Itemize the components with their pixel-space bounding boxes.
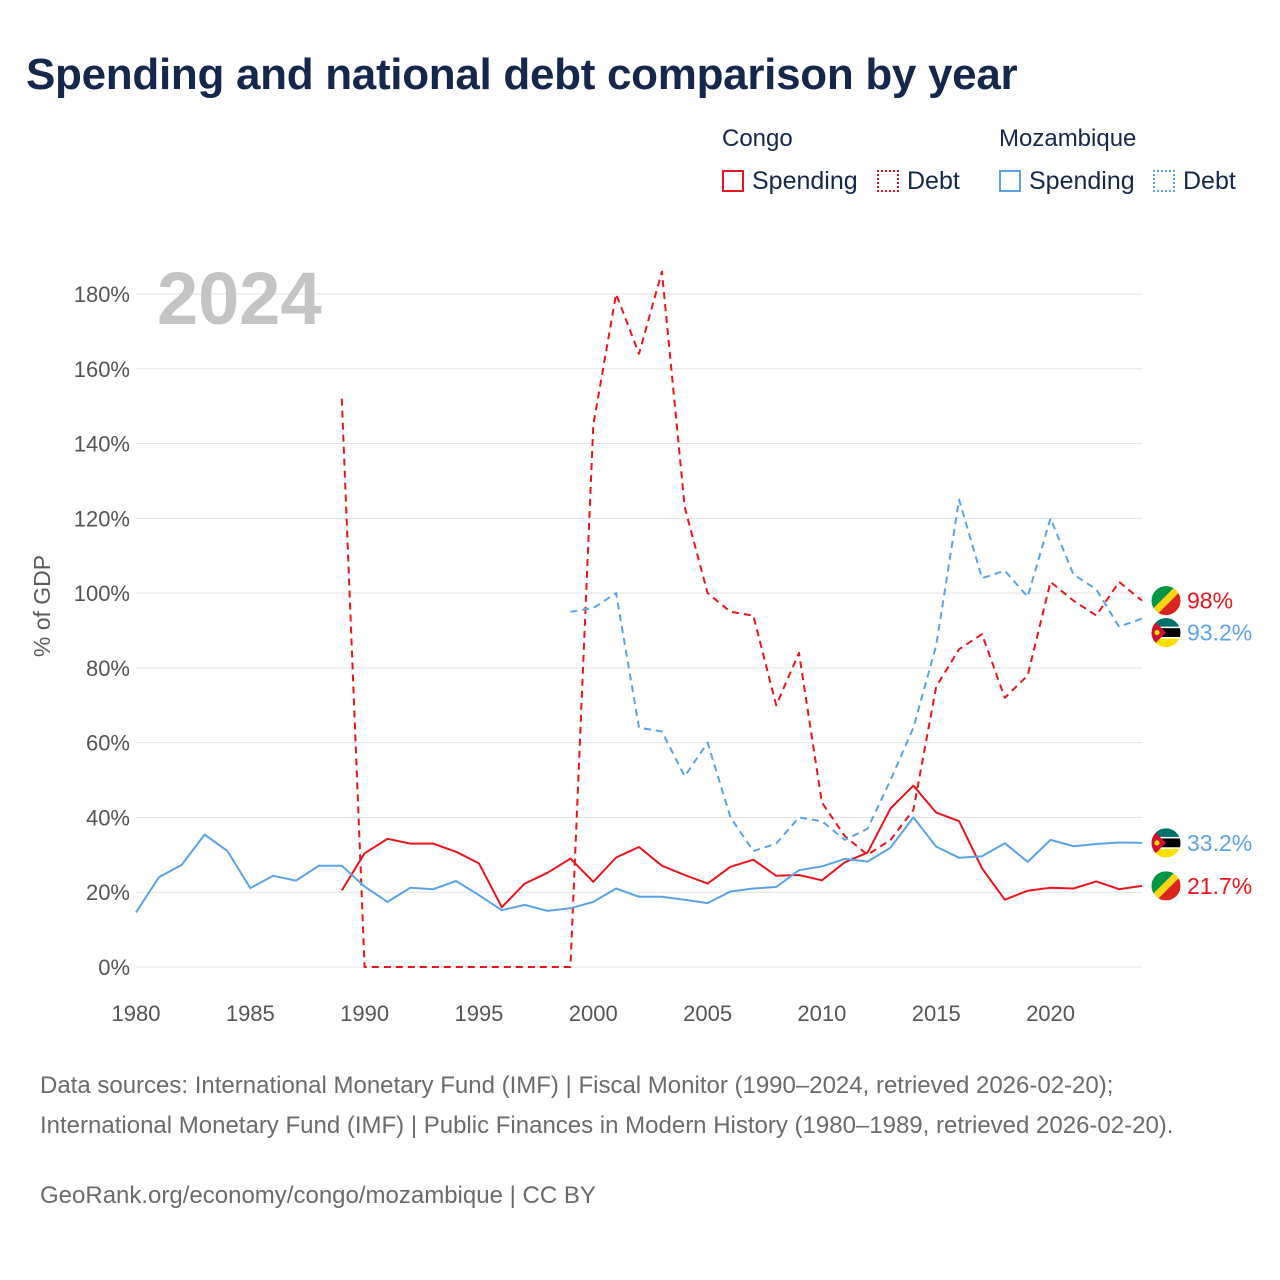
- legend-swatch-mozambique-spending: [999, 170, 1021, 192]
- end-label-congo-spending: 21.7%: [1187, 873, 1252, 899]
- end-label-congo-debt: 98%: [1187, 588, 1233, 614]
- legend-label-congo-spending: Spending: [752, 166, 858, 195]
- legend-group-congo: Congo: [722, 125, 793, 152]
- year-watermark: 2024: [157, 257, 322, 340]
- flag-mozambique-icon: [1150, 617, 1182, 649]
- chart-title: Spending and national debt comparison by…: [26, 50, 1018, 99]
- footer-sources: Data sources: International Monetary Fun…: [40, 1072, 1174, 1139]
- y-tick-label: 80%: [86, 656, 130, 681]
- y-tick-labels: 0% 20% 40% 60% 80% 100% 120% 140% 160% 180%: [74, 282, 130, 980]
- end-label-mozambique-debt: 93.2%: [1187, 620, 1252, 646]
- y-tick-label: 0%: [98, 955, 130, 980]
- series-line-mozambique-spending[interactable]: [135, 816, 1143, 913]
- y-tick-label: 140%: [74, 432, 130, 457]
- y-tick-label: 40%: [86, 805, 130, 830]
- x-tick-label: 2000: [569, 1001, 618, 1026]
- legend-swatch-mozambique-debt: [1153, 170, 1175, 192]
- end-markers: 98% 93.2% 33.2% 21.7%: [1150, 585, 1252, 902]
- legend-label-mozambique-spending: Spending: [1029, 166, 1135, 195]
- flag-congo-icon: [1150, 870, 1182, 902]
- x-tick-label: 2020: [1026, 1001, 1075, 1026]
- y-tick-label: 180%: [74, 282, 130, 307]
- legend-group-mozambique: Mozambique: [999, 125, 1137, 152]
- legend-label-congo-debt: Debt: [907, 166, 960, 195]
- y-tick-label: 20%: [86, 880, 130, 905]
- x-tick-label: 2010: [797, 1001, 846, 1026]
- legend-swatch-congo-spending: [722, 170, 744, 192]
- x-tick-label: 1985: [226, 1001, 275, 1026]
- y-tick-label: 120%: [74, 506, 130, 531]
- gridlines: [136, 293, 1142, 968]
- legend-label-mozambique-debt: Debt: [1183, 166, 1236, 195]
- legend-mozambique-debt[interactable]: Debt: [1153, 166, 1236, 196]
- x-tick-label: 2015: [912, 1001, 961, 1026]
- y-tick-label: 100%: [74, 581, 130, 606]
- x-tick-label: 1995: [454, 1001, 503, 1026]
- footer-credit: GeoRank.org/economy/congo/mozambique | C…: [40, 1182, 596, 1209]
- x-tick-label: 1990: [340, 1001, 389, 1026]
- legend-congo-spending[interactable]: Spending: [722, 166, 858, 196]
- legend-congo-debt[interactable]: Debt: [877, 166, 960, 196]
- x-tick-labels: 1980 1985 1990 1995 2000 2005 2010 2015 2020: [112, 1001, 1075, 1026]
- legend-mozambique-spending[interactable]: Spending: [999, 166, 1135, 196]
- y-tick-label: 60%: [86, 731, 130, 756]
- end-label-mozambique-spending: 33.2%: [1187, 830, 1252, 856]
- chart-svg: 2024 % of GDP 0% 20% 40% 60% 80% 100% 120% 140%…: [29, 257, 1252, 1026]
- x-tick-label: 1980: [112, 1001, 161, 1026]
- flag-congo-icon: [1150, 585, 1182, 617]
- y-tick-label: 160%: [74, 357, 130, 382]
- series-line-congo-spending[interactable]: [340, 784, 1143, 909]
- legend-swatch-congo-debt: [877, 170, 899, 192]
- series-lines: [135, 270, 1143, 968]
- series-line-mozambique-debt[interactable]: [570, 498, 1143, 853]
- x-tick-label: 2005: [683, 1001, 732, 1026]
- y-axis-label: % of GDP: [29, 555, 55, 657]
- flag-mozambique-icon: [1150, 827, 1182, 859]
